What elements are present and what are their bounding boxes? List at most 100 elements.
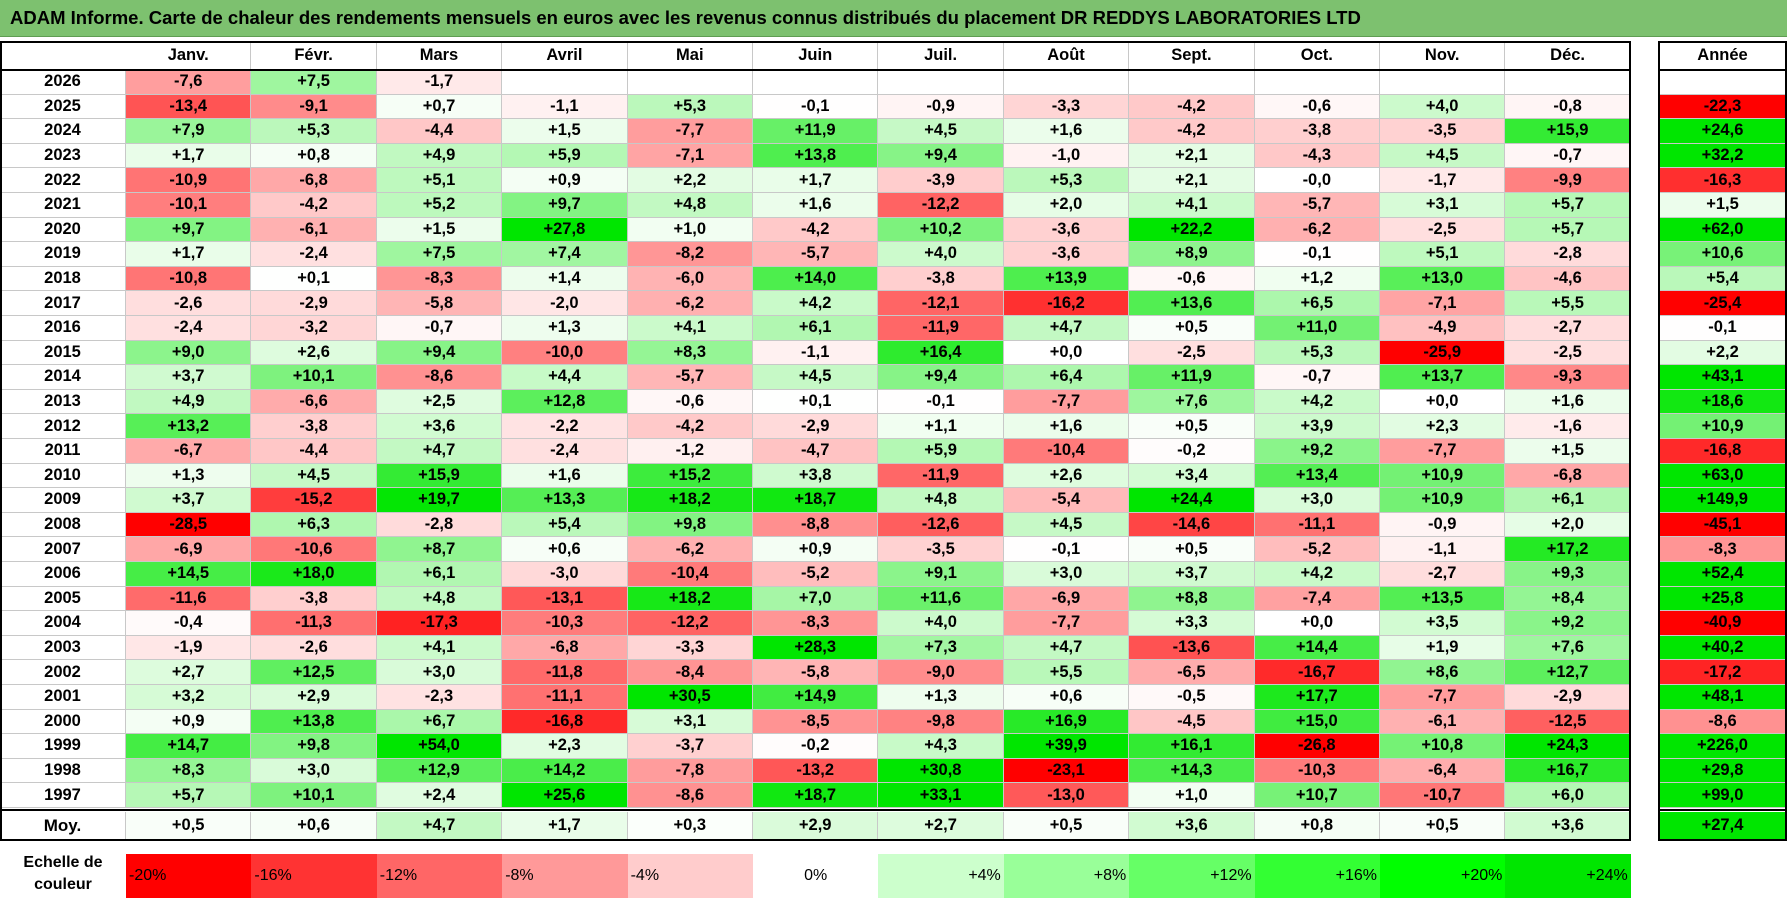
heatmap-cell: -6,9: [126, 537, 252, 562]
legend-title: Echelle de couleur: [0, 852, 126, 896]
annual-cell: +48,1: [1659, 685, 1787, 710]
heatmap-cell: -0,0: [1254, 168, 1380, 193]
heatmap-cell: -0,1: [753, 94, 879, 120]
heatmap-cell: +1,7: [126, 143, 252, 169]
legend-swatch: -4%: [627, 854, 753, 898]
heatmap-cell: -3,8: [251, 586, 377, 612]
heatmap-cell: +0,0: [1380, 389, 1506, 415]
heatmap-cell: -2,8: [1505, 242, 1631, 267]
year-label: 2019: [0, 242, 126, 267]
heatmap-cell: +15,2: [627, 463, 753, 489]
heatmap-cell: +2,3: [1380, 414, 1506, 439]
heatmap-cell: -0,1: [1254, 242, 1380, 267]
month-header: Juil.: [878, 42, 1004, 70]
heatmap-cell: +9,2: [1505, 611, 1631, 636]
heatmap-cell: -4,4: [251, 439, 377, 464]
heatmap-cell: +8,3: [126, 758, 252, 784]
heatmap-cell: +9,7: [502, 193, 628, 218]
annual-cell: +29,8: [1659, 758, 1787, 784]
heatmap-cell: -5,7: [627, 365, 753, 390]
heatmap-cell: -8,3: [376, 266, 503, 292]
year-label: 2021: [0, 193, 126, 218]
heatmap-cell: -1,7: [1380, 168, 1506, 193]
heatmap-cell: -7,6: [126, 70, 252, 95]
year-label: 2014: [0, 365, 126, 390]
heatmap-cell: +5,9: [878, 439, 1004, 464]
annual-cell: +5,4: [1659, 266, 1787, 292]
year-label: 2003: [0, 635, 126, 661]
heatmap-cell: +25,6: [502, 783, 628, 808]
heatmap-cell: +14,9: [753, 685, 879, 710]
heatmap-cell: +4,7: [1003, 316, 1130, 341]
legend-title-line2: couleur: [34, 876, 92, 893]
heatmap-cell: +4,1: [376, 635, 503, 661]
annual-cell: +63,0: [1659, 463, 1787, 489]
month-header: Déc.: [1505, 42, 1631, 70]
heatmap-cell: +1,6: [502, 463, 628, 489]
year-label: 2017: [0, 291, 126, 316]
heatmap-cell: -10,4: [1003, 439, 1130, 464]
heatmap-cell: -6,8: [502, 635, 628, 661]
heatmap-cell: +33,1: [878, 783, 1004, 808]
heatmap-cell: +12,9: [376, 758, 503, 784]
average-cell: +0,5: [1380, 812, 1506, 840]
heatmap-cell: +3,7: [1129, 562, 1255, 587]
heatmap-cell: +14,7: [126, 734, 252, 759]
heatmap-cell: -1,1: [1380, 537, 1506, 562]
heatmap-cell: +0,5: [1129, 414, 1255, 439]
heatmap-cell: -1,1: [502, 94, 628, 120]
heatmap-cell: +13,7: [1380, 365, 1506, 390]
annual-cell: -22,3: [1659, 94, 1787, 120]
heatmap-cell: [1380, 70, 1506, 95]
heatmap-cell: [1003, 70, 1130, 95]
heatmap-cell: -6,8: [1505, 463, 1631, 489]
heatmap-cell: -3,5: [1380, 119, 1506, 144]
heatmap-cell: +5,7: [1505, 217, 1631, 243]
year-label: 1998: [0, 758, 126, 784]
legend-swatch: 0%: [753, 854, 879, 898]
heatmap-cell: -7,4: [1254, 586, 1380, 612]
heatmap-cell: +8,8: [1129, 586, 1255, 612]
heatmap-cell: +3,4: [1129, 463, 1255, 489]
year-label: 2020: [0, 217, 126, 243]
annual-cell: +226,0: [1659, 734, 1787, 759]
heatmap-cell: -7,7: [1003, 389, 1130, 415]
annual-cell: +1,5: [1659, 193, 1787, 218]
heatmap-cell: -3,6: [1003, 242, 1130, 267]
heatmap-cell: +13,4: [1254, 463, 1380, 489]
annual-cell: +10,6: [1659, 242, 1787, 267]
heatmap-cell: +1,6: [1003, 414, 1130, 439]
heatmap-cell: +2,0: [1003, 193, 1130, 218]
annual-cell: -45,1: [1659, 512, 1787, 538]
heatmap-cell: +6,1: [376, 562, 503, 587]
heatmap-cell: +12,5: [251, 660, 377, 685]
heatmap-cell: -5,8: [753, 660, 879, 685]
heatmap-cell: -23,1: [1003, 758, 1130, 784]
heatmap-cell: -0,2: [753, 734, 879, 759]
heatmap-cell: +1,5: [502, 119, 628, 144]
heatmap-cell: +9,4: [878, 365, 1004, 390]
heatmap-cell: +13,2: [126, 414, 252, 439]
annual-cell: +52,4: [1659, 562, 1787, 587]
heatmap-cell: -2,9: [753, 414, 879, 439]
heatmap-cell: -6,2: [627, 537, 753, 562]
heatmap-cell: +4,4: [502, 365, 628, 390]
heatmap-cell: -6,7: [126, 439, 252, 464]
year-label: 2007: [0, 537, 126, 562]
heatmap-cell: -3,8: [251, 414, 377, 439]
heatmap-cell: +4,5: [1380, 143, 1506, 169]
heatmap-cell: +6,0: [1505, 783, 1631, 808]
heatmap-cell: +18,0: [251, 562, 377, 587]
heatmap-cell: +13,5: [1380, 586, 1506, 612]
heatmap-cell: -3,7: [627, 734, 753, 759]
annual-cell: -16,8: [1659, 439, 1787, 464]
annual-header: Année: [1659, 42, 1787, 70]
heatmap-cell: +8,7: [376, 537, 503, 562]
heatmap-cell: +14,4: [1254, 635, 1380, 661]
heatmap-cell: +4,2: [753, 291, 879, 316]
heatmap-cell: [1505, 70, 1631, 95]
heatmap-cell: -6,9: [1003, 586, 1130, 612]
heatmap-cell: -10,6: [251, 537, 377, 562]
legend-swatch: +20%: [1380, 854, 1506, 898]
heatmap-cell: -7,7: [1380, 685, 1506, 710]
